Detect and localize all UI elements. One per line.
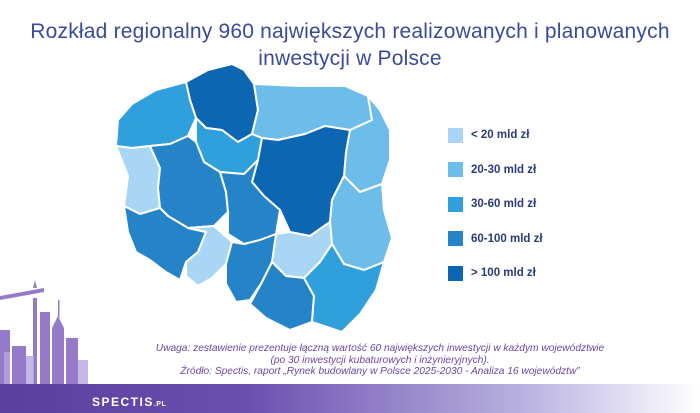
legend-label: < 20 mld zł <box>471 129 530 141</box>
spectis-logo: SPECTIS.PL <box>92 395 166 409</box>
building <box>4 352 10 384</box>
legend-swatch <box>448 196 463 212</box>
building <box>66 338 78 384</box>
brand-name: SPECTIS <box>92 395 154 409</box>
legend-item: 60-100 mld zł <box>448 230 543 248</box>
legend-label: 20-30 mld zł <box>471 163 537 176</box>
legend-label: 60-100 mld zł <box>471 232 543 245</box>
legend-swatch <box>448 265 463 281</box>
legend-item: < 20 mld zł <box>448 126 543 144</box>
legend-swatch <box>448 127 463 143</box>
tower-spire <box>58 300 60 318</box>
map-title: Rozkład regionalny 960 największych real… <box>0 18 700 72</box>
legend-swatch <box>448 231 463 246</box>
map-legend: < 20 mld zł 20-30 mld zł 30-60 mld zł 60… <box>448 126 543 299</box>
building <box>78 360 88 384</box>
legend-swatch <box>448 162 463 177</box>
legend-label: 30-60 mld zł <box>471 198 537 210</box>
tower-building <box>52 316 64 384</box>
note-line-1: Uwaga: zestawienie prezentuje łączną war… <box>155 343 605 354</box>
map-title-line-2: inwestycji w Polsce <box>258 47 442 70</box>
crane-mast <box>33 298 37 384</box>
crane-top <box>33 280 37 288</box>
legend-item: > 100 mld zł <box>448 264 543 282</box>
map-title-line-1: Rozkład regionalny 960 największych real… <box>30 20 670 43</box>
region-opolskie <box>185 225 233 287</box>
source-notes: Uwaga: zestawienie prezentuje łączną war… <box>60 343 700 378</box>
note-line-2: (po 30 inwestycji kubaturowych i inżynie… <box>270 354 490 366</box>
legend-item: 30-60 mld zł <box>448 195 543 213</box>
legend-item: 20-30 mld zł <box>448 161 543 179</box>
source-line: Źródło: Spectis, raport „Rynek budowlany… <box>180 366 580 377</box>
crane-jib <box>0 288 44 300</box>
legend-label: > 100 mld zł <box>471 267 536 279</box>
building <box>26 356 34 384</box>
footer-bar <box>0 384 700 413</box>
brand-suffix: .PL <box>153 401 167 408</box>
region-podkarpackie <box>303 243 385 333</box>
building <box>12 346 26 384</box>
building <box>40 312 50 384</box>
